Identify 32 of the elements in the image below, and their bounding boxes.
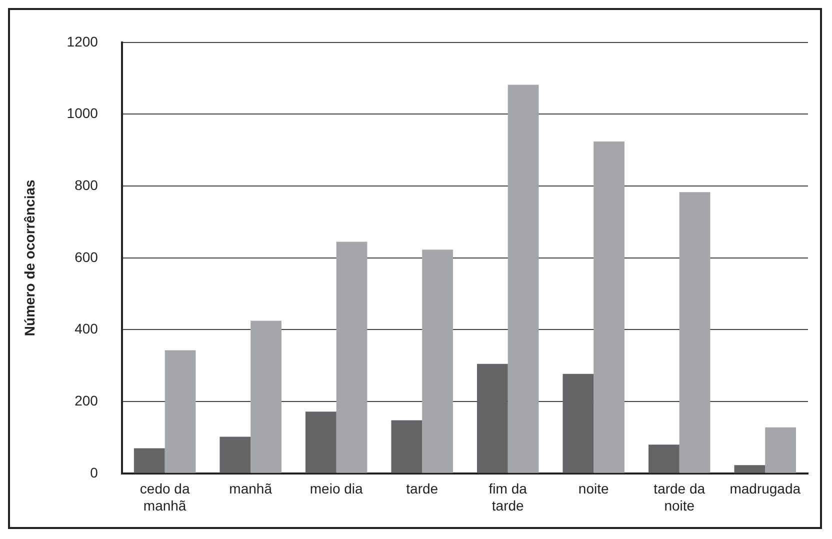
- x-tick-label: noite: [578, 480, 609, 497]
- bar: [250, 320, 282, 473]
- bar: [336, 242, 368, 473]
- bar: [422, 250, 453, 473]
- bar: [476, 364, 508, 473]
- bar: [562, 374, 594, 473]
- y-tick-label: 1200: [66, 33, 98, 50]
- bar: [734, 465, 766, 473]
- x-tick-label: tarde: [406, 480, 438, 497]
- bar: [679, 192, 710, 473]
- y-tick-label: 600: [74, 248, 98, 265]
- bar: [134, 448, 165, 473]
- bar: [765, 427, 796, 473]
- x-tick-label: tarde da noite: [654, 480, 706, 514]
- x-tick-label: madrugada: [730, 480, 801, 497]
- y-tick-label: 1000: [66, 105, 98, 122]
- x-tick-label: manhã: [229, 480, 272, 497]
- x-tick-label: meio dia: [310, 480, 364, 497]
- bar: [391, 420, 422, 473]
- y-axis-title: Número de ocorrências: [21, 179, 38, 336]
- y-tick-label: 0: [90, 464, 98, 480]
- bar: [164, 350, 196, 473]
- bar: [220, 436, 251, 473]
- bar: [594, 142, 624, 473]
- x-tick-label: fim da tarde: [488, 480, 528, 514]
- bar: [508, 84, 539, 473]
- bar: [305, 412, 336, 473]
- y-tick-label: 400: [74, 320, 98, 337]
- x-tick-label: cedo da manhã: [140, 480, 190, 514]
- y-tick-label: 200: [74, 392, 98, 408]
- y-tick-label: 800: [74, 176, 98, 193]
- bar: [648, 444, 680, 473]
